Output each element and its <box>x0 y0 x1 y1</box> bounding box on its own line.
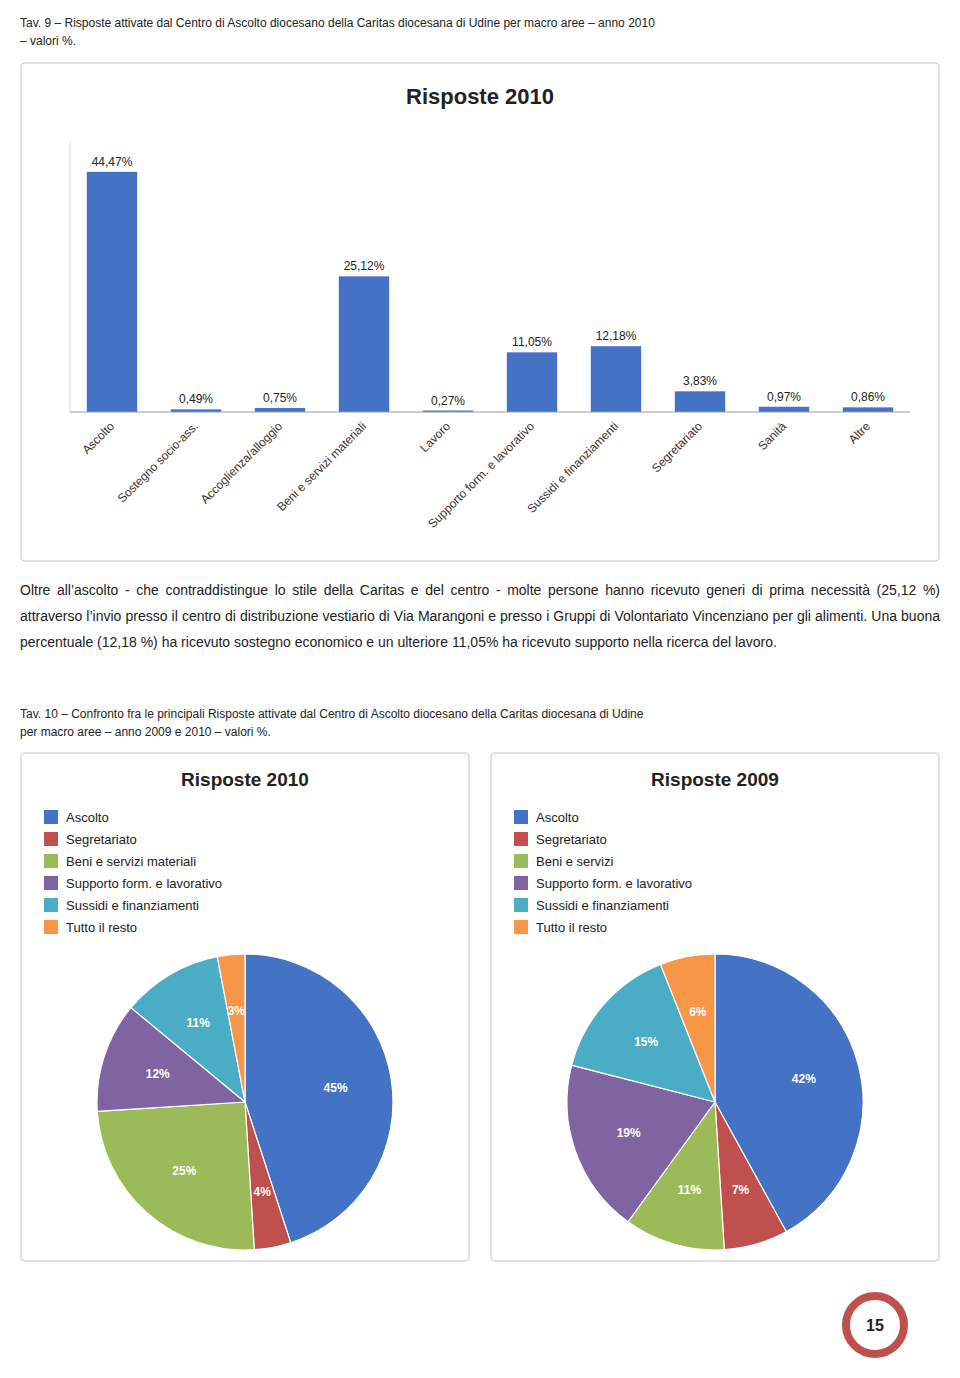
data-label: 45% <box>324 1081 348 1095</box>
legend-label: Sussidi e finanziamenti <box>536 898 669 913</box>
chart-title: Risposte 2010 <box>406 84 554 109</box>
legend-swatch <box>514 832 528 846</box>
caption: Tav. 9 – Risposte attivate dal Centro di… <box>20 14 940 50</box>
legend-label: Sussidi e finanziamenti <box>66 898 199 913</box>
legend-swatch <box>44 810 58 824</box>
data-label: 0,27% <box>431 394 465 408</box>
bar <box>255 408 305 412</box>
legend-label: Beni e servizi <box>536 854 613 869</box>
legend-label: Ascolto <box>66 810 109 825</box>
bar <box>843 407 893 412</box>
legend-label: Ascolto <box>536 810 579 825</box>
legend-label: Tutto il resto <box>536 920 607 935</box>
data-label: 11% <box>187 1016 211 1030</box>
bar <box>507 352 557 412</box>
data-label: 0,49% <box>179 392 213 406</box>
frame <box>21 63 939 561</box>
wedge <box>715 1102 786 1250</box>
pie-chart: Risposte 2010 Ascolto Segretariato Beni e s… <box>20 752 470 1262</box>
legend-swatch <box>514 876 528 890</box>
page-number: 15 <box>840 1290 910 1360</box>
data-label: 11% <box>678 1183 702 1197</box>
frame <box>491 753 939 1261</box>
bars <box>87 172 893 412</box>
x-tick-label: Beni e servizi materiali <box>274 419 369 514</box>
x-tick-label: Lavoro <box>417 419 453 455</box>
legend-swatch <box>44 854 58 868</box>
y-axis-line <box>70 142 71 412</box>
bar <box>591 346 641 412</box>
bar <box>87 172 137 412</box>
legend-label: Segretariato <box>536 832 607 847</box>
legend-swatch <box>44 876 58 890</box>
chart-title: Risposte 2009 <box>651 769 779 790</box>
page: Tav. 9 – Risposte attivate dal Centro di… <box>0 0 960 1378</box>
data-label: 11,05% <box>512 335 552 349</box>
data-label: 25% <box>172 1164 196 1178</box>
data-label: 12% <box>146 1067 170 1081</box>
data-label: 7% <box>732 1183 750 1197</box>
wedges <box>97 954 393 1250</box>
legend-swatch <box>514 920 528 934</box>
x-axis-line <box>70 412 910 413</box>
data-label: 12,18% <box>596 329 637 343</box>
chart-title: Risposte 2010 <box>181 769 309 790</box>
legend-swatch <box>44 920 58 934</box>
legend-label: Segretariato <box>66 832 137 847</box>
data-label: 44,47% <box>92 155 133 169</box>
data-label: 25,12% <box>344 259 385 273</box>
x-tick-label: Sanità <box>755 419 789 453</box>
legend-label: Supporto form. e lavorativo <box>66 876 222 891</box>
x-tick-label: Accoglienza/alloggio <box>198 419 285 506</box>
data-label: 4% <box>254 1185 272 1199</box>
x-tick-label: Ascolto <box>79 419 117 457</box>
x-tick-label: Sostegno socio-ass. <box>115 419 201 505</box>
legend-swatch <box>44 898 58 912</box>
pie-chart: Risposte 2009 Ascolto Segretariato Beni e s… <box>490 752 940 1262</box>
bar-chart: Risposte 2010 44,47% 0,49% 0,75% 25,12% 0,27%… <box>20 62 940 562</box>
wedge <box>715 954 863 1232</box>
legend-label: Supporto form. e lavorativo <box>536 876 692 891</box>
data-label: 6% <box>689 1005 707 1019</box>
bar <box>759 407 809 412</box>
legend-label: Tutto il resto <box>66 920 137 935</box>
data-label: 19% <box>617 1126 641 1140</box>
data-label: 3% <box>228 1004 246 1018</box>
bar <box>339 276 389 412</box>
wedge <box>217 954 245 1102</box>
legend-swatch <box>514 854 528 868</box>
x-tick-label: Sussidi e finanziamenti <box>524 419 621 516</box>
bar <box>675 391 725 412</box>
paragraph: Oltre all’ascolto - che contraddistingue… <box>20 578 940 656</box>
data-label: 15% <box>634 1035 658 1049</box>
legend-swatch <box>514 898 528 912</box>
legend-swatch <box>44 832 58 846</box>
wedge <box>97 1102 254 1250</box>
data-label: 3,83% <box>683 374 717 388</box>
caption: Tav. 10 – Confronto fra le principali Ri… <box>20 705 940 741</box>
frame <box>21 753 469 1261</box>
data-label: 0,97% <box>767 390 801 404</box>
data-label: 0,75% <box>263 391 297 405</box>
x-tick-label: Segretariato <box>649 419 705 475</box>
data-label: 0,86% <box>851 390 885 404</box>
page-badge <box>846 1296 904 1354</box>
legend-label: Beni e servizi materiali <box>66 854 196 869</box>
x-tick-label: Supporto form. e lavorativo <box>425 419 537 531</box>
wedge <box>661 954 715 1102</box>
x-tick-label: Altre <box>846 419 874 447</box>
wedges <box>567 954 863 1250</box>
data-label: 42% <box>792 1072 816 1086</box>
legend-swatch <box>514 810 528 824</box>
page-number-text: 15 <box>866 1317 884 1334</box>
